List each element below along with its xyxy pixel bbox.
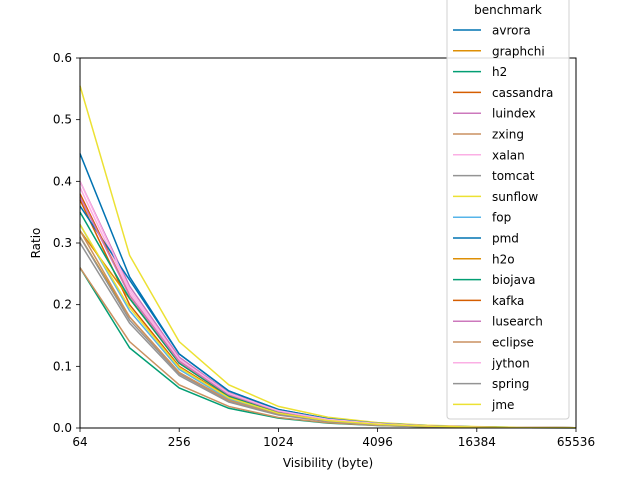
legend-item-lusearch: lusearch bbox=[453, 315, 543, 329]
series-line-jme bbox=[79, 224, 577, 429]
legend-item-fop: fop bbox=[453, 211, 511, 225]
y-tick-label: 0.3 bbox=[53, 236, 72, 250]
y-axis-ticks: 0.0 0.1 0.2 0.3 0.4 0.5 0.6 bbox=[53, 51, 80, 435]
legend-label: sunflow bbox=[492, 190, 538, 204]
legend-item-zxing: zxing bbox=[453, 128, 524, 142]
legend-item-luindex: luindex bbox=[453, 107, 536, 121]
y-tick-label: 0.6 bbox=[53, 51, 72, 65]
legend-label: eclipse bbox=[492, 336, 534, 350]
legend-title: benchmark bbox=[474, 3, 542, 17]
legend-item-sunflow: sunflow bbox=[453, 190, 538, 204]
legend-label: xalan bbox=[492, 148, 525, 162]
y-tick-label: 0.0 bbox=[53, 421, 72, 435]
legend-box bbox=[446, 0, 570, 420]
x-tick-label: 4096 bbox=[362, 435, 393, 449]
x-tick-label: 16384 bbox=[458, 435, 496, 449]
legend: benchmark avrora graphchi h2 cassandra luind… bbox=[446, 0, 570, 420]
legend-item-h2o: h2o bbox=[453, 252, 515, 266]
legend-label: avrora bbox=[492, 24, 531, 38]
y-axis-label: Ratio bbox=[29, 228, 43, 259]
y-tick-label: 0.5 bbox=[53, 113, 72, 127]
legend-item-spring: spring bbox=[453, 377, 529, 391]
legend-label: lusearch bbox=[492, 315, 543, 329]
x-axis-ticks: 64 256 1024 4096 16384 65536 bbox=[72, 428, 595, 449]
legend-label: fop bbox=[492, 211, 511, 225]
legend-item-biojava: biojava bbox=[453, 273, 535, 287]
y-tick-label: 0.1 bbox=[53, 359, 72, 373]
x-tick-label: 256 bbox=[168, 435, 191, 449]
legend-label: h2o bbox=[492, 252, 515, 266]
legend-item-kafka: kafka bbox=[453, 294, 524, 308]
legend-item-graphchi: graphchi bbox=[453, 44, 545, 58]
legend-label: graphchi bbox=[492, 44, 545, 58]
legend-label: spring bbox=[492, 377, 529, 391]
plot-lines bbox=[79, 85, 577, 429]
y-tick-label: 0.4 bbox=[53, 174, 72, 188]
legend-item-jython: jython bbox=[453, 356, 530, 370]
x-tick-label: 64 bbox=[72, 435, 87, 449]
legend-label: pmd bbox=[492, 232, 519, 246]
legend-item-eclipse: eclipse bbox=[453, 336, 534, 350]
legend-item-jme: jme bbox=[453, 398, 514, 412]
legend-label: luindex bbox=[492, 107, 536, 121]
x-axis-label: Visibility (byte) bbox=[283, 456, 373, 470]
legend-label: jython bbox=[491, 356, 530, 370]
legend-label: h2 bbox=[492, 65, 507, 79]
legend-item-tomcat: tomcat bbox=[453, 169, 535, 183]
legend-label: biojava bbox=[492, 273, 535, 287]
legend-items: avrora graphchi h2 cassandra luindex zxing xal… bbox=[453, 24, 553, 412]
legend-item-cassandra: cassandra bbox=[453, 86, 553, 100]
legend-label: tomcat bbox=[492, 169, 535, 183]
y-tick-label: 0.2 bbox=[53, 298, 72, 312]
x-tick-label: 1024 bbox=[263, 435, 294, 449]
legend-label: zxing bbox=[492, 128, 524, 142]
x-tick-label: 65536 bbox=[557, 435, 595, 449]
legend-item-avrora: avrora bbox=[453, 24, 531, 38]
legend-label: jme bbox=[491, 398, 514, 412]
legend-label: kafka bbox=[492, 294, 524, 308]
legend-item-xalan: xalan bbox=[453, 148, 525, 162]
legend-item-pmd: pmd bbox=[453, 232, 519, 246]
legend-label: cassandra bbox=[492, 86, 553, 100]
legend-item-h2: h2 bbox=[453, 65, 507, 79]
